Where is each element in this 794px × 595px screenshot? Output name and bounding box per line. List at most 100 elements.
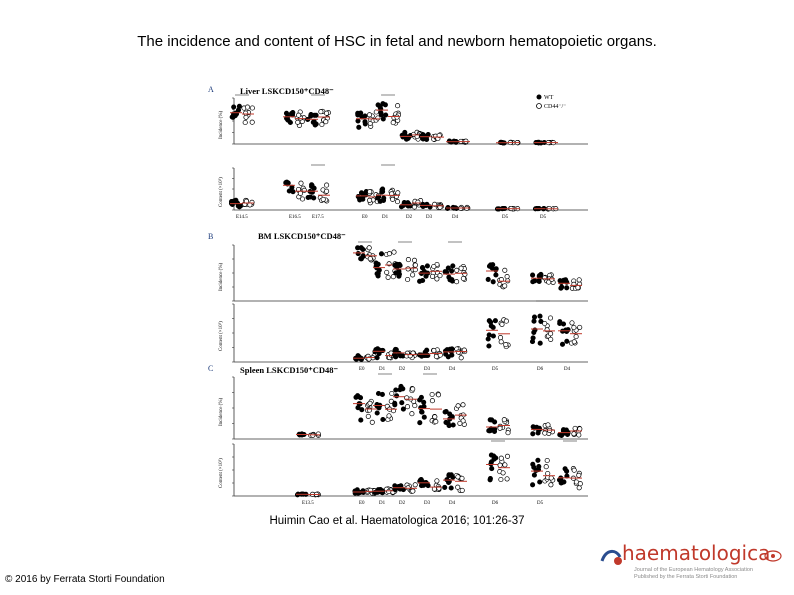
- wt-data-point: [558, 279, 564, 285]
- ko-data-point: [295, 186, 302, 193]
- ko-data-point: [573, 334, 579, 340]
- ko-data-point: [409, 411, 415, 417]
- wt-data-point: [375, 261, 381, 267]
- wt-data-point: [355, 251, 361, 257]
- ko-data-point: [394, 199, 401, 205]
- ko-data-point: [569, 320, 575, 326]
- ko-data-point: [390, 196, 396, 202]
- ko-data-point: [366, 245, 372, 251]
- legend-wt: WT: [544, 95, 554, 101]
- ko-data-point: [577, 324, 583, 330]
- panel-a-title: Liver LSKCD150⁺CD48⁻: [240, 86, 334, 96]
- ko-data-point: [576, 432, 582, 438]
- ko-data-point: [572, 425, 578, 431]
- logo-mark-icon: [600, 550, 622, 565]
- plot-ylabel: Incidence (%): [219, 262, 224, 291]
- ko-data-point: [576, 472, 582, 478]
- ko-data-point: [368, 487, 374, 493]
- ko-data-point: [319, 121, 325, 128]
- wt-data-point: [421, 414, 427, 420]
- wt-data-point: [490, 324, 496, 330]
- wt-data-point: [402, 129, 408, 135]
- ko-data-point: [576, 485, 582, 491]
- copyright: © 2016 by Ferrata Storti Foundation: [5, 574, 165, 585]
- ko-data-point: [435, 392, 442, 398]
- ko-data-point: [249, 105, 255, 111]
- wt-data-point: [531, 318, 537, 324]
- ko-data-point: [395, 190, 401, 196]
- wt-data-point: [358, 190, 365, 196]
- ko-data-point: [497, 425, 503, 431]
- wt-data-point: [448, 485, 454, 491]
- citation: Huimin Cao et al. Haematologica 2016; 10…: [269, 515, 525, 527]
- ko-data-point: [500, 470, 506, 476]
- wt-data-point: [487, 417, 493, 423]
- wt-data-point: [419, 133, 425, 139]
- haematologica-logo[interactable]: haematologica Journal of the European He…: [596, 541, 786, 583]
- wt-data-point: [355, 394, 361, 400]
- wt-data-point: [307, 194, 313, 200]
- ko-data-point: [548, 475, 554, 481]
- wt-data-point: [442, 409, 448, 415]
- plot-xtick-label: D5: [492, 367, 499, 372]
- wt-data-point: [493, 455, 499, 461]
- ko-data-point: [501, 417, 507, 423]
- ko-data-point: [375, 115, 381, 121]
- plot-xtick-label: D5: [540, 215, 547, 220]
- wt-data-point: [377, 104, 383, 110]
- plot-ylabel: Content (×10³): [218, 177, 224, 207]
- plot-xtick-label: D1: [379, 501, 386, 506]
- ko-data-point: [386, 488, 392, 495]
- wt-data-point: [530, 482, 536, 488]
- wt-data-point: [376, 351, 382, 357]
- plot-xtick-label: D6: [492, 501, 499, 506]
- wt-data-point: [230, 114, 236, 120]
- panel-a-letter: A: [208, 85, 214, 94]
- wt-data-point: [392, 402, 398, 408]
- wt-data-point: [357, 197, 363, 203]
- ko-data-point: [504, 453, 511, 459]
- panel-b: B BM LSKCD150⁺CD48⁻: [208, 231, 346, 241]
- wt-data-point: [374, 410, 380, 416]
- ko-data-point: [571, 431, 577, 437]
- wt-data-point: [532, 278, 538, 284]
- ko-data-point: [432, 414, 438, 420]
- ko-data-point: [390, 120, 396, 126]
- wt-data-point: [488, 452, 494, 458]
- ko-data-point: [386, 251, 392, 257]
- wt-data-point: [532, 327, 538, 333]
- plot-ylabel: Content (×10³): [218, 321, 224, 351]
- slide-title: The incidence and content of HSC in feta…: [137, 33, 657, 50]
- ko-data-point: [249, 119, 255, 125]
- logo-tagline-2: Published by the Ferrata Storti Foundati…: [634, 574, 738, 580]
- wt-data-point: [485, 336, 491, 342]
- ko-data-point: [503, 342, 509, 348]
- panel-a: A Liver LSKCD150⁺CD48⁻ WT CD44⁻/⁻: [208, 85, 566, 110]
- ko-data-point: [366, 112, 373, 118]
- wt-data-point: [380, 116, 386, 122]
- ko-data-point: [455, 484, 461, 490]
- ko-data-point: [386, 413, 392, 419]
- plot-xtick-label: E17.5: [312, 215, 324, 220]
- wt-data-point: [493, 272, 499, 278]
- wt-data-point: [393, 347, 399, 353]
- ko-data-point: [458, 355, 464, 361]
- panel-c-letter: C: [208, 364, 213, 373]
- wt-data-point: [445, 420, 451, 427]
- wt-data-point: [355, 118, 361, 124]
- ko-data-point: [459, 475, 465, 481]
- wt-data-point: [380, 347, 386, 354]
- wt-data-point: [362, 119, 368, 125]
- ko-data-point: [547, 315, 554, 321]
- plot-xtick-label: D5: [502, 215, 509, 220]
- wt-data-point: [393, 270, 399, 276]
- wt-data-point: [564, 285, 570, 291]
- ko-data-point: [410, 272, 416, 278]
- wt-data-point: [417, 397, 423, 403]
- wt-data-point: [283, 110, 290, 116]
- ko-data-point: [296, 112, 302, 118]
- ko-data-point: [498, 455, 504, 461]
- wt-data-point: [380, 197, 387, 203]
- logo-cell-icon: [764, 550, 782, 562]
- wt-data-point: [309, 189, 315, 195]
